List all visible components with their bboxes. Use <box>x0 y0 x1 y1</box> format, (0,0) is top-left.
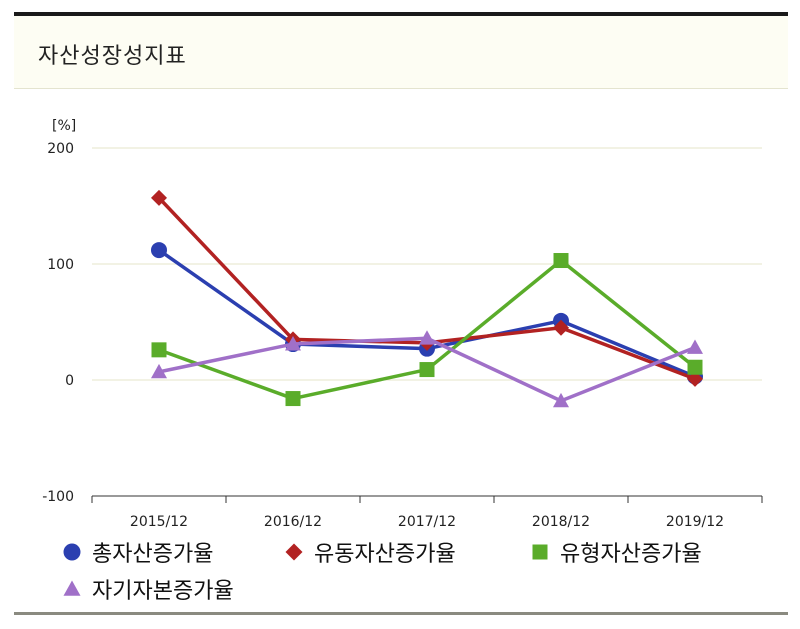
data-point <box>285 336 301 351</box>
y-tick-label: 100 <box>47 257 74 273</box>
unit-label: [%] <box>52 118 76 134</box>
data-point <box>553 392 569 408</box>
legend-item: 유형자산증가율 <box>532 542 702 567</box>
data-point <box>687 359 703 375</box>
legend-item: 유동자산증가율 <box>285 542 456 567</box>
panel-header: 자산성장성지표 <box>14 16 788 89</box>
x-tick-label: 2017/12 <box>398 514 456 530</box>
legend-item: 총자산증가율 <box>63 542 213 567</box>
data-point <box>285 391 301 407</box>
legend-label: 유형자산증가율 <box>560 542 702 567</box>
axes: [%] 200 100 0 -100 2015/12 2016/12 2017/12 2018/… <box>42 118 763 530</box>
x-tick-label: 2016/12 <box>264 514 322 530</box>
data-point <box>151 189 167 206</box>
panel-title: 자산성장성지표 <box>38 44 187 69</box>
data-point <box>553 319 569 336</box>
series-line <box>157 248 696 379</box>
legend-marker <box>63 580 81 596</box>
data-point <box>553 253 569 269</box>
legend-label: 자기자본증가율 <box>92 579 234 604</box>
data-point <box>151 242 167 259</box>
y-tick-label: 200 <box>47 141 74 157</box>
data-point <box>419 330 435 345</box>
top-rule <box>14 12 788 16</box>
data-point <box>687 370 703 387</box>
data-point <box>151 363 167 379</box>
x-tick-label: 2018/12 <box>532 514 590 530</box>
y-tick-label: 0 <box>65 373 74 389</box>
grid-lines <box>92 147 762 381</box>
legend-marker <box>63 543 81 561</box>
series-4 <box>151 330 703 408</box>
bottom-rule <box>14 612 788 615</box>
series-layer <box>151 189 703 408</box>
x-tick-label: 2015/12 <box>130 514 188 530</box>
series-3 <box>151 253 703 407</box>
data-point <box>419 362 435 378</box>
data-point <box>687 339 703 354</box>
legend-label: 총자산증가율 <box>92 542 213 567</box>
legend-item: 자기자본증가율 <box>63 579 234 604</box>
legend-label: 유동자산증가율 <box>314 542 456 567</box>
x-tick-label: 2019/12 <box>666 514 724 530</box>
data-point <box>151 342 167 358</box>
legend-marker <box>532 544 548 560</box>
legend-marker <box>285 543 303 561</box>
y-tick-label: -100 <box>42 489 74 505</box>
